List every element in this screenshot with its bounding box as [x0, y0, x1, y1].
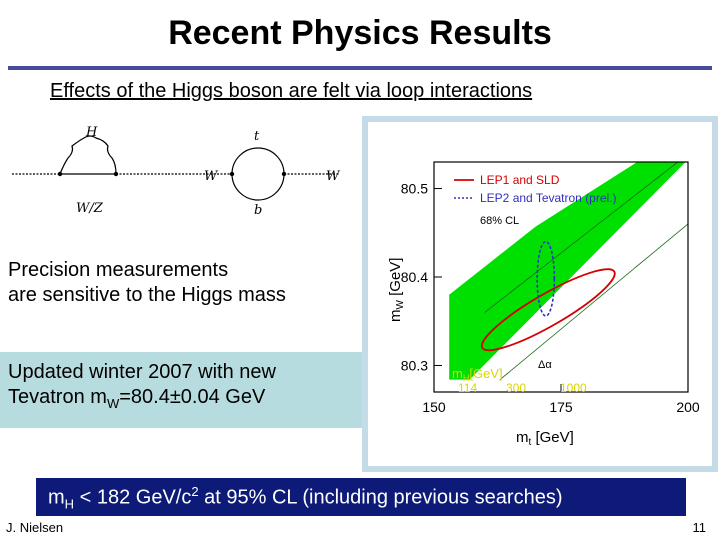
result-banner [36, 478, 686, 516]
label-h: H [85, 125, 98, 140]
label-w-left: W [204, 169, 219, 184]
updated-note-text: Updated winter 2007 with new Tevatron mW… [8, 360, 276, 416]
lep2-ellipse [536, 240, 556, 317]
higgs-mass-1000: 1000 [560, 381, 587, 395]
updated-note-box [0, 352, 362, 428]
x-tick-label-175: 175 [549, 399, 573, 415]
vertex-mid [113, 171, 119, 177]
label-w-right: W [326, 169, 341, 184]
precision-text: Precision measurements are sensitive to … [8, 258, 358, 308]
tb-loop [231, 147, 285, 201]
precision-line-1: Precision measurements [8, 259, 229, 281]
higgs-mass-band [449, 162, 686, 380]
wz-wavy-loop [59, 135, 117, 175]
higgs-mass-114: 114 [458, 381, 477, 395]
legend-lep2-label: LEP2 and Tevatron (prel.) [480, 191, 617, 205]
label-wz: W/Z [76, 201, 104, 216]
x-tick-label-150: 150 [422, 399, 446, 415]
y-tick-label-80.5: 80.5 [401, 181, 428, 197]
higgs-band-label: mH[GeV] [452, 366, 503, 383]
legend-lep1-label: LEP1 and SLD [480, 173, 560, 187]
page-number: 11 [692, 520, 707, 535]
vertex-left [57, 171, 63, 177]
result-text: mH < 182 GeV/c2 at 95% CL (including pre… [48, 484, 563, 512]
band-line-upper [484, 161, 679, 313]
band-line-lower [499, 223, 689, 380]
x-axis-label: mt [GeV] [516, 429, 574, 448]
vertex-tb-left [229, 171, 235, 177]
title-underline-rule [8, 66, 712, 70]
y-tick-label-80.3: 80.3 [401, 357, 428, 373]
y-tick-label-80.4: 80.4 [401, 269, 428, 285]
slide-subtitle: Effects of the Higgs boson are felt via … [50, 80, 533, 102]
vertex-tb-right [281, 171, 287, 177]
y-axis-label: mW [GeV] [387, 258, 406, 322]
legend-cl-label: 68% CL [480, 215, 519, 227]
slide-title: Recent Physics Results [168, 14, 552, 52]
updated-line-2: Tevatron mW=80.4±0.04 GeV [8, 386, 266, 411]
label-b: b [254, 203, 262, 218]
precision-line-2: are sensitive to the Higgs mass [8, 284, 286, 306]
axis-ticks: 150 175 200 80.3 80.4 80.5 [401, 181, 700, 415]
label-t: t [254, 129, 260, 144]
lep1-ellipse [480, 268, 616, 352]
x-tick-label-200: 200 [676, 399, 700, 415]
higgs-mass-300: 300 [506, 381, 526, 395]
alpha-label: Δα [538, 359, 552, 371]
author-footer: J. Nielsen [6, 520, 64, 535]
feynman-diagrams: H W/Z W t b W [12, 125, 341, 218]
mw-vs-mt-plot: 150 175 200 80.3 80.4 80.5 LEP1 and SLD LEP2 … [387, 161, 700, 448]
updated-line-1: Updated winter 2007 with new [8, 361, 276, 383]
